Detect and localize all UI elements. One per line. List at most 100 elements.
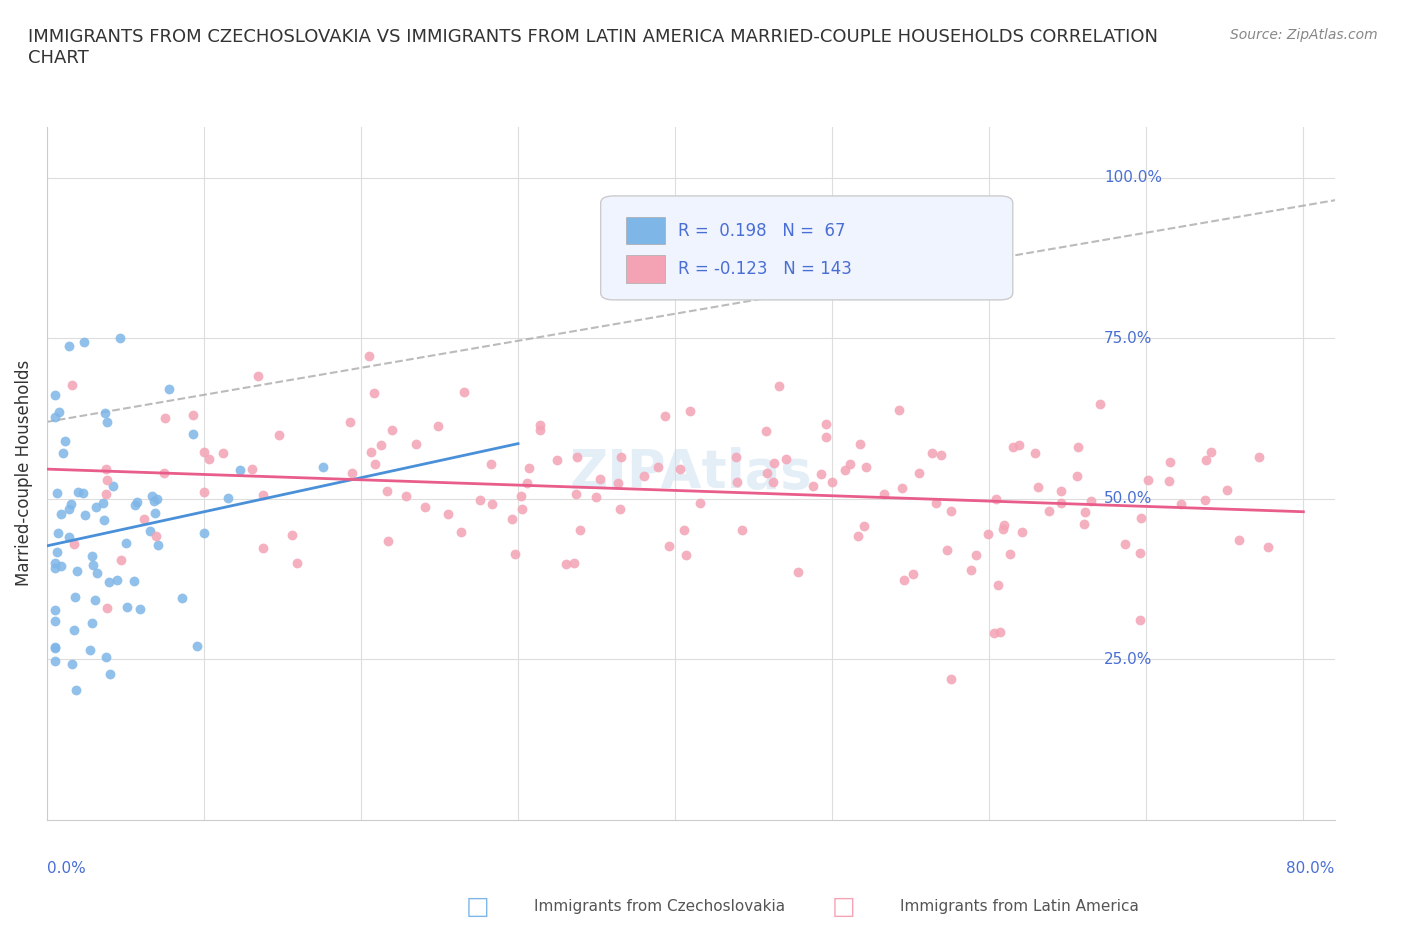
Point xyxy=(44,603,66,618)
Point xyxy=(1129,546,1152,561)
Point xyxy=(921,445,943,460)
Point xyxy=(725,474,748,489)
Point xyxy=(143,493,166,508)
Point xyxy=(65,682,87,697)
Point xyxy=(889,403,911,418)
Point xyxy=(94,461,117,476)
Point xyxy=(468,492,491,507)
Text: 0.0%: 0.0% xyxy=(46,861,86,876)
Point xyxy=(1073,504,1095,519)
Point xyxy=(84,499,107,514)
Point xyxy=(413,499,436,514)
Point xyxy=(281,527,304,542)
Point xyxy=(821,474,844,489)
Point xyxy=(79,643,101,658)
Point xyxy=(565,487,588,502)
Text: 75.0%: 75.0% xyxy=(1104,331,1153,346)
Point xyxy=(1159,455,1181,470)
Point xyxy=(679,404,702,418)
Point xyxy=(67,485,90,499)
Point xyxy=(375,484,398,498)
Point xyxy=(86,566,108,581)
Point xyxy=(873,486,896,501)
Point xyxy=(834,463,856,478)
Point xyxy=(97,575,120,590)
Point xyxy=(988,625,1011,640)
Point xyxy=(890,481,912,496)
Text: 80.0%: 80.0% xyxy=(1286,861,1334,876)
Point xyxy=(589,472,612,486)
Point xyxy=(359,349,381,364)
Point xyxy=(810,466,832,481)
Point xyxy=(110,552,132,567)
Point xyxy=(554,556,576,571)
Point xyxy=(768,379,790,393)
Point xyxy=(267,428,290,443)
Point xyxy=(516,476,538,491)
Point xyxy=(217,490,239,505)
Point xyxy=(931,447,953,462)
Point xyxy=(801,478,824,493)
Point xyxy=(815,430,838,445)
Point xyxy=(96,649,118,664)
Point xyxy=(725,449,748,464)
Point xyxy=(901,566,924,581)
Point xyxy=(84,592,107,607)
Point xyxy=(58,502,80,517)
Point xyxy=(755,465,778,480)
Text: R =  0.198   N =  67: R = 0.198 N = 67 xyxy=(678,221,845,240)
Point xyxy=(44,387,66,402)
Point xyxy=(1002,439,1025,454)
Point xyxy=(44,614,66,629)
Point xyxy=(72,485,94,500)
Point xyxy=(689,495,711,510)
Point xyxy=(846,528,869,543)
Point xyxy=(1170,497,1192,512)
Point xyxy=(44,409,66,424)
Point xyxy=(1008,438,1031,453)
Point xyxy=(1067,439,1090,454)
Point xyxy=(49,507,72,522)
Point xyxy=(546,452,568,467)
Point xyxy=(58,529,80,544)
Point xyxy=(998,547,1021,562)
Text: Immigrants from Latin America: Immigrants from Latin America xyxy=(900,899,1139,914)
Point xyxy=(1257,539,1279,554)
Point xyxy=(52,446,75,461)
Point xyxy=(370,437,392,452)
Text: 50.0%: 50.0% xyxy=(1104,491,1153,507)
Point xyxy=(132,512,155,526)
Point xyxy=(1080,494,1102,509)
Point xyxy=(101,478,124,493)
Point xyxy=(145,528,167,543)
Point xyxy=(939,503,962,518)
Point xyxy=(122,574,145,589)
Point xyxy=(529,418,551,432)
Point xyxy=(80,616,103,631)
Point xyxy=(669,461,692,476)
Point xyxy=(853,519,876,534)
Point xyxy=(607,476,630,491)
Point xyxy=(91,495,114,510)
Point xyxy=(987,578,1010,592)
Point xyxy=(339,414,361,429)
Point xyxy=(893,573,915,588)
Point xyxy=(1066,468,1088,483)
Point xyxy=(855,459,877,474)
Point xyxy=(1129,511,1152,525)
Text: □: □ xyxy=(832,895,855,919)
Text: Immigrants from Czechoslovakia: Immigrants from Czechoslovakia xyxy=(534,899,786,914)
Point xyxy=(340,466,363,481)
Point xyxy=(93,513,115,528)
Point xyxy=(193,445,215,459)
Point xyxy=(381,422,404,437)
Point xyxy=(450,525,472,539)
Point xyxy=(405,436,427,451)
Point xyxy=(198,452,221,467)
Point xyxy=(503,547,526,562)
Point xyxy=(1011,525,1033,539)
Point xyxy=(762,474,785,489)
Point xyxy=(585,490,607,505)
Point xyxy=(93,405,115,420)
Point xyxy=(146,538,169,552)
